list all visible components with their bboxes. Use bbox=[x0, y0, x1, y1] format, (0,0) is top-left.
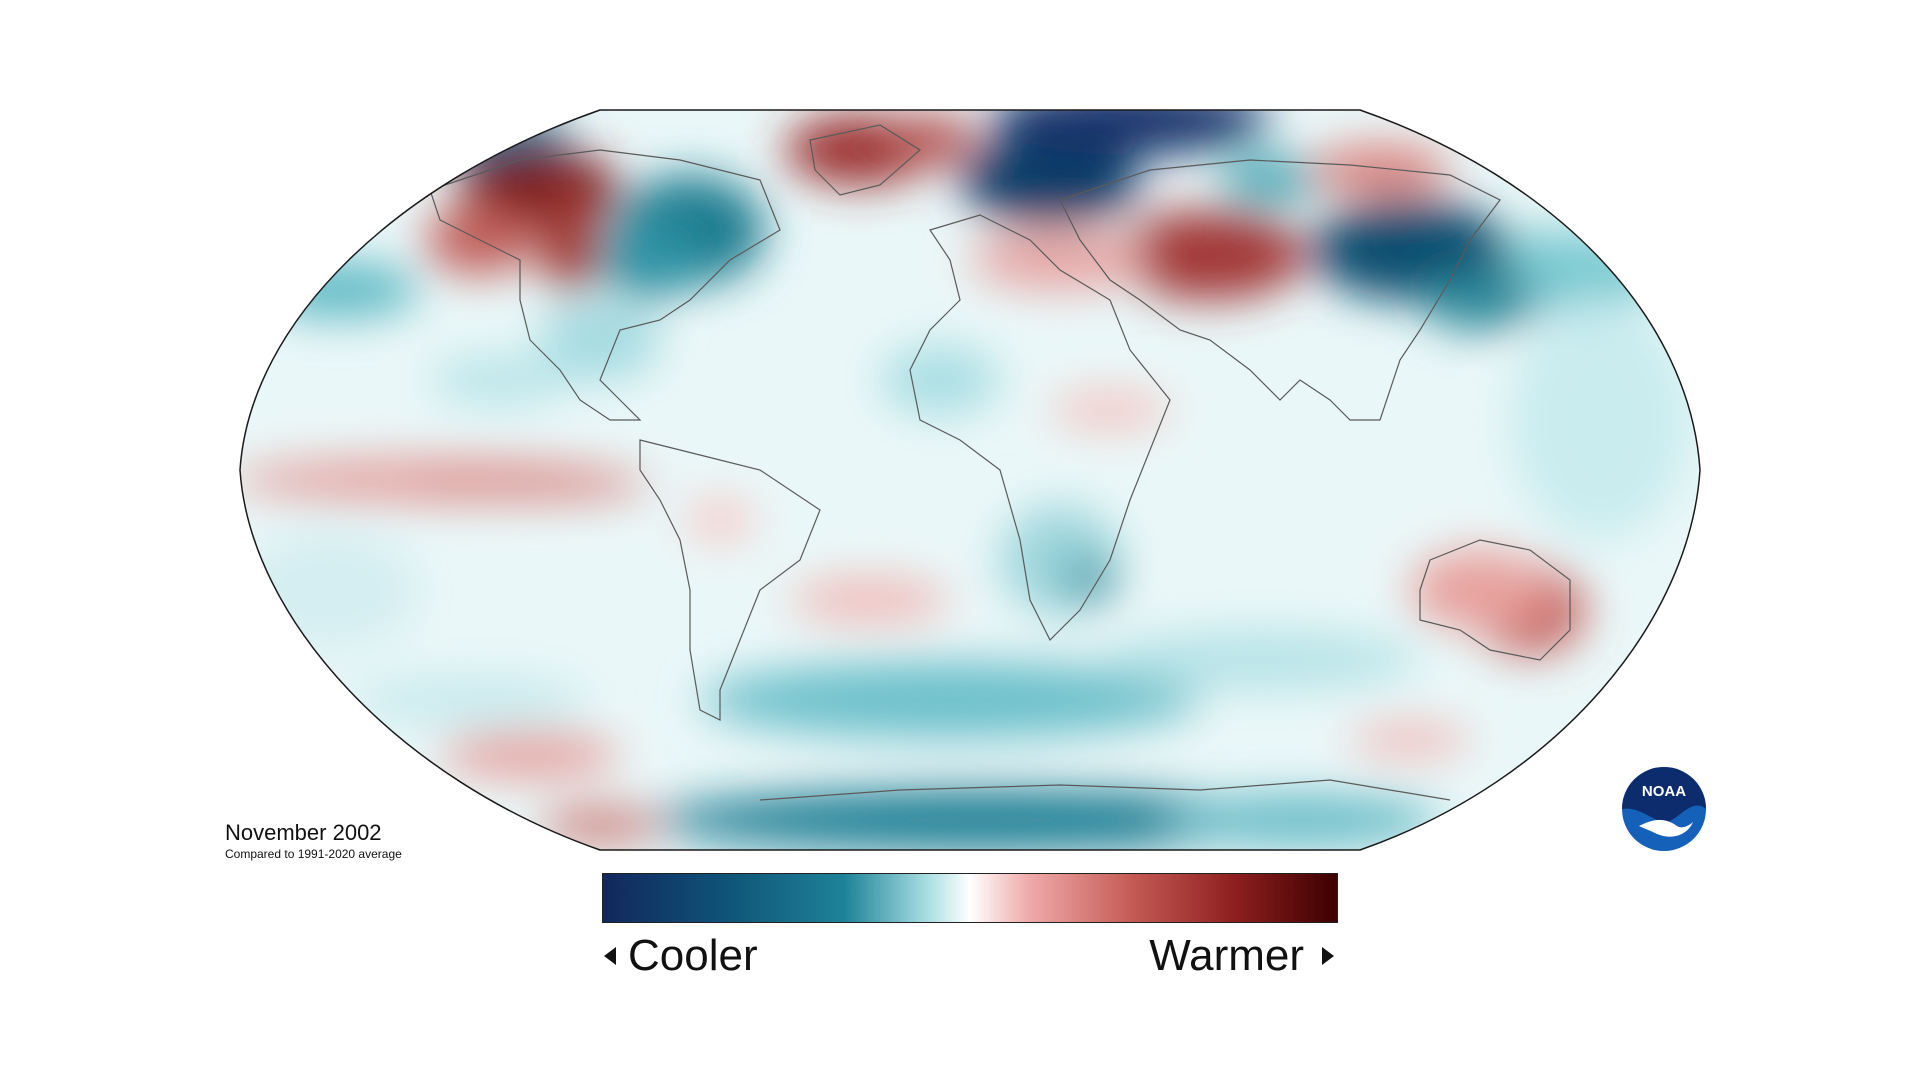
legend-warmer: Warmer bbox=[1149, 930, 1334, 982]
europe-africa-outline bbox=[909, 214, 1171, 642]
asia-outline bbox=[1059, 159, 1501, 421]
anomaly-field bbox=[240, 110, 1700, 850]
noaa-logo: NOAA bbox=[1622, 767, 1706, 851]
left-triangle-icon bbox=[604, 947, 616, 965]
australia-outline bbox=[1419, 539, 1571, 661]
antarctica-outline bbox=[759, 779, 1451, 801]
greenland-outline bbox=[809, 124, 922, 196]
map-caption: November 2002 Compared to 1991-2020 aver… bbox=[225, 820, 402, 862]
caption-subtitle: Compared to 1991-2020 average bbox=[225, 847, 402, 861]
colorbar bbox=[602, 873, 1338, 923]
map-outline bbox=[239, 109, 1701, 851]
legend-cooler: Cooler bbox=[604, 930, 758, 982]
noaa-logo-text: NOAA bbox=[1642, 783, 1686, 800]
legend-warmer-label: Warmer bbox=[1149, 931, 1304, 980]
right-triangle-icon bbox=[1322, 947, 1334, 965]
south-america-outline bbox=[639, 439, 821, 721]
coastlines bbox=[429, 124, 1571, 801]
caption-title: November 2002 bbox=[225, 820, 382, 845]
legend-cooler-label: Cooler bbox=[628, 931, 758, 980]
north-america-outline bbox=[429, 149, 781, 421]
